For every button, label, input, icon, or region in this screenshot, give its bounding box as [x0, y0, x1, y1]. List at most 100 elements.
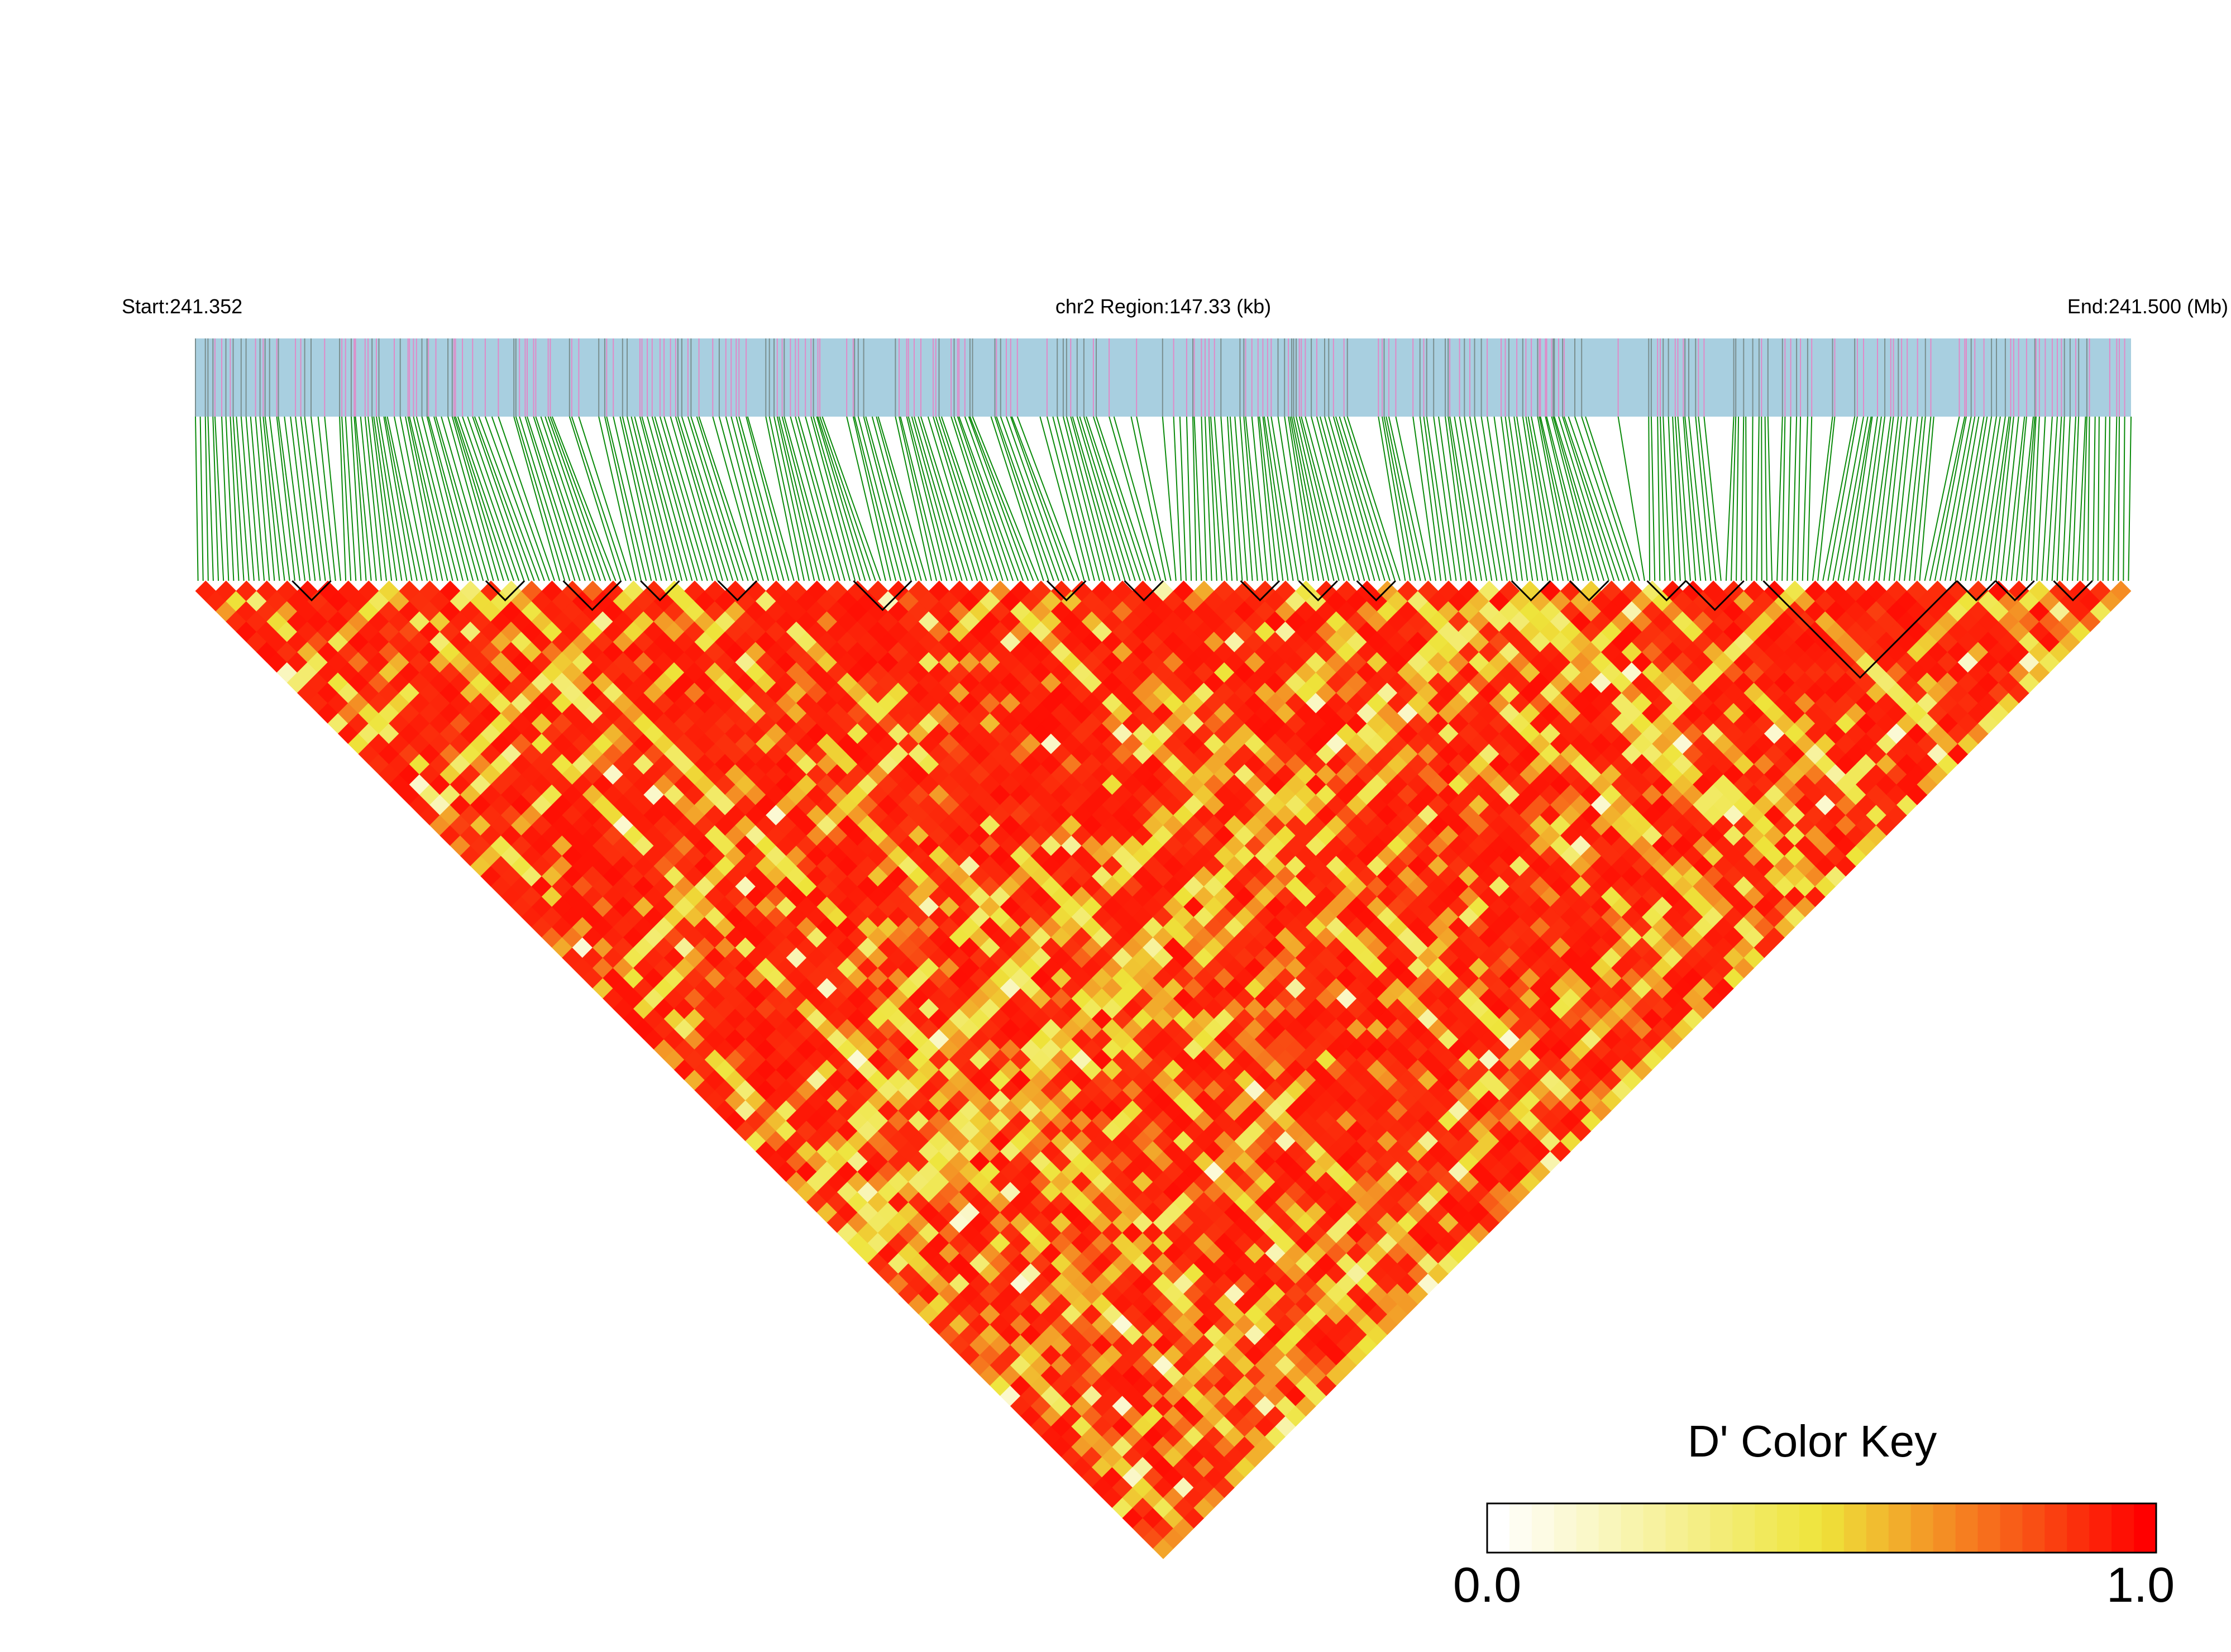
snp-connector	[2128, 417, 2131, 581]
snp-connector	[1757, 417, 1759, 581]
snp-connector-lines	[195, 417, 2131, 581]
snp-connector	[1528, 417, 1558, 581]
snp-connector	[2001, 417, 2018, 581]
snp-connector	[1765, 417, 1767, 581]
snp-connector	[1991, 417, 2010, 581]
snp-connector	[1859, 417, 1881, 581]
snp-connector	[1736, 417, 1738, 581]
snp-connector	[479, 417, 539, 581]
snp-connector	[1808, 417, 1812, 581]
snp-connector	[1334, 417, 1380, 581]
snp-connector	[1482, 417, 1507, 581]
snp-connector	[1935, 417, 1966, 581]
snp-connector	[1996, 417, 2014, 581]
snp-connector	[301, 417, 321, 581]
snp-connector	[208, 417, 213, 581]
snp-connector	[1180, 417, 1186, 581]
snp-connector	[1424, 417, 1446, 581]
snp-connector	[1848, 417, 1872, 581]
snp-connector	[1389, 417, 1426, 581]
snp-connector	[2007, 417, 2025, 581]
snp-connector	[536, 417, 590, 581]
snp-connector	[1336, 417, 1385, 581]
snp-connector	[1174, 417, 1181, 581]
snp-connector	[1047, 417, 1090, 581]
snp-connector	[1559, 417, 1609, 581]
snp-connector	[2093, 417, 2095, 581]
snp-connector	[1384, 417, 1416, 581]
snp-connector	[1741, 417, 1743, 581]
snp-connector	[652, 417, 698, 581]
snp-connector	[1787, 417, 1790, 581]
snp-connector	[1874, 417, 1893, 581]
snp-connector	[1575, 417, 1630, 581]
snp-connector	[1434, 417, 1456, 581]
snp-connector	[814, 417, 861, 581]
snp-connector	[1889, 417, 1907, 581]
snp-connector	[1382, 417, 1410, 581]
snp-connector	[2052, 417, 2062, 581]
snp-connector	[1514, 417, 1537, 581]
snp-connector	[1221, 417, 1232, 581]
end-position-label: End:241.500 (Mb)	[2067, 295, 2228, 318]
snp-connector	[1782, 417, 1785, 581]
snp-connector	[1869, 417, 1891, 581]
snp-connector	[1793, 417, 1797, 581]
snp-connector	[784, 417, 829, 581]
snp-connector	[1884, 417, 1902, 581]
snp-connector	[660, 417, 708, 581]
snp-connector	[1296, 417, 1334, 581]
snp-connector	[1752, 417, 1753, 581]
snp-connector	[1278, 417, 1303, 581]
snp-position-track	[195, 338, 2131, 417]
snp-connector	[2072, 417, 2079, 581]
snp-connector	[1986, 417, 2009, 581]
ld-heatmap-triangle	[195, 581, 2131, 1559]
snp-connector	[1563, 417, 1614, 581]
snp-connector	[613, 417, 651, 581]
snp-connector	[2098, 417, 2099, 581]
snp-connector	[671, 417, 718, 581]
snp-connector	[525, 417, 575, 581]
region-label: chr2 Region:147.33 (kb)	[1055, 295, 1271, 318]
snp-connector	[295, 417, 315, 581]
snp-connector	[475, 417, 534, 581]
snp-connector	[1545, 417, 1583, 581]
snp-connector	[854, 417, 896, 581]
snp-connector	[2047, 417, 2058, 581]
snp-connector	[206, 417, 208, 581]
snp-connector	[1084, 417, 1135, 581]
snp-connector	[2113, 417, 2117, 581]
snp-connector	[200, 417, 203, 581]
snp-connector	[697, 417, 748, 581]
snp-connector	[2118, 417, 2119, 581]
snp-connector	[195, 417, 198, 581]
snp-connector	[284, 417, 305, 581]
snp-connector	[1823, 417, 1855, 581]
snp-connector	[818, 417, 871, 581]
snp-connector	[1726, 417, 1734, 581]
snp-connector	[1649, 417, 1650, 581]
snp-connector	[1904, 417, 1922, 581]
snp-connector	[263, 417, 279, 581]
snp-connector	[1798, 417, 1801, 581]
snp-connector	[799, 417, 845, 581]
snp-connector	[642, 417, 687, 581]
snp-connector	[2108, 417, 2110, 581]
snp-connector	[1803, 417, 1808, 581]
snp-connector	[2123, 417, 2124, 581]
snp-connector	[1777, 417, 1783, 581]
snp-connector	[1501, 417, 1522, 581]
snp-connector	[1920, 417, 1934, 581]
snp-connector	[1413, 417, 1436, 581]
snp-connector	[1940, 417, 1971, 581]
snp-connector	[346, 417, 356, 581]
snp-connector	[385, 417, 417, 581]
snp-connector	[1163, 417, 1176, 581]
snp-connector	[1470, 417, 1497, 581]
snp-connector	[1187, 417, 1191, 581]
snp-connector	[2103, 417, 2106, 581]
snp-connector	[434, 417, 478, 581]
